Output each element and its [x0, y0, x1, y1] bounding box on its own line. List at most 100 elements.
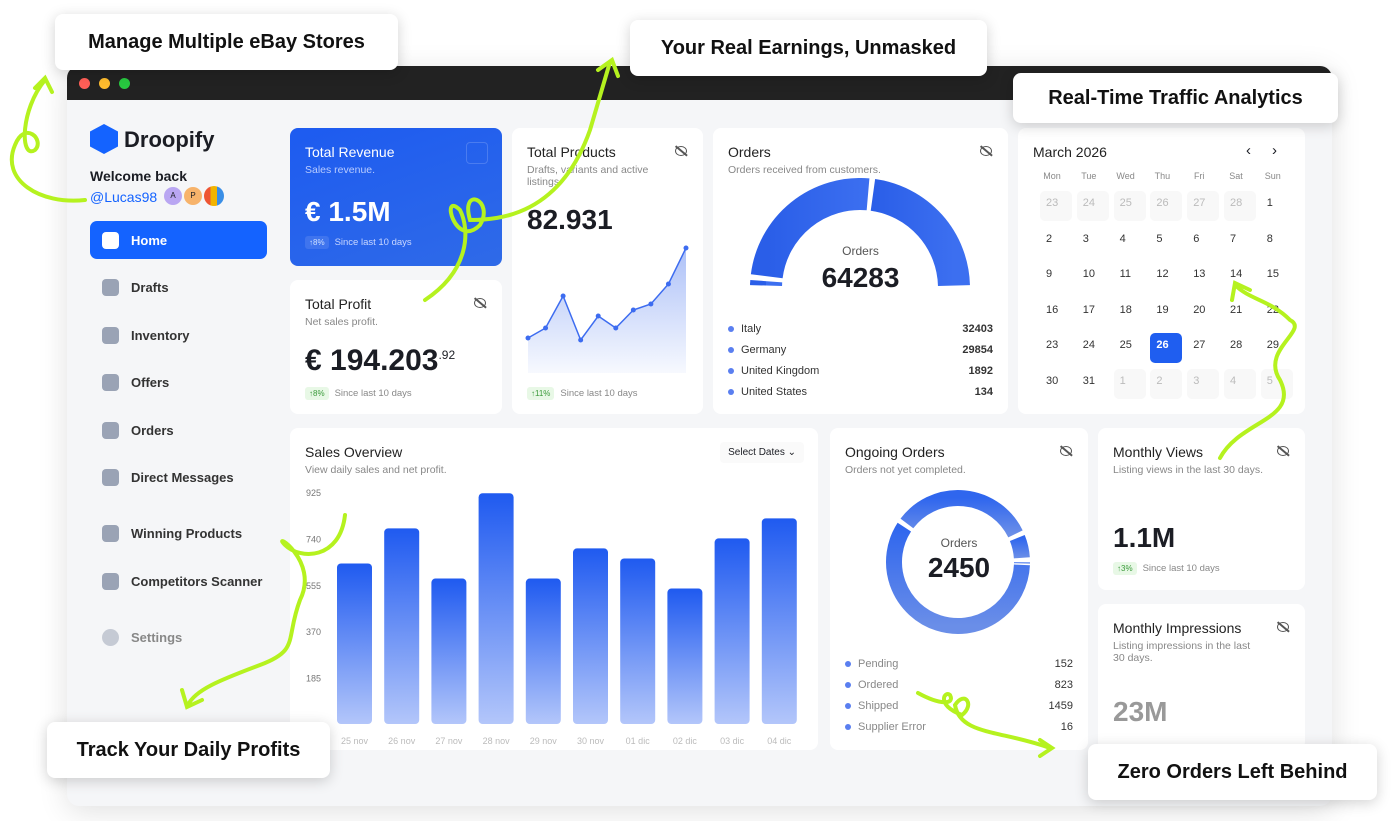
sales-bar[interactable] — [573, 548, 608, 724]
change-badge: ↑8% — [305, 387, 329, 400]
hide-eye-icon[interactable] — [980, 146, 992, 156]
calendar-day[interactable]: 4 — [1113, 226, 1146, 257]
calendar-day[interactable]: 2 — [1040, 226, 1072, 257]
calendar-day[interactable]: 5 — [1150, 226, 1183, 257]
next-month-button[interactable]: › — [1272, 142, 1277, 159]
status-name: Pending — [845, 658, 898, 670]
country-row: Germany 29854 — [728, 344, 993, 356]
gauge-label: Orders — [842, 244, 879, 258]
calendar-day[interactable]: 9 — [1040, 262, 1072, 292]
minimize-window-button[interactable] — [99, 78, 110, 89]
select-dates-dropdown[interactable]: Select Dates ⌄ — [720, 442, 804, 463]
calendar-day[interactable]: 25 — [1113, 333, 1146, 363]
calendar-day[interactable]: 3 — [1076, 226, 1109, 257]
sidebar-item-label: Orders — [131, 422, 174, 438]
hide-eye-icon[interactable] — [1060, 446, 1072, 456]
sales-bar[interactable] — [620, 558, 656, 724]
calendar-month: March 2026 — [1033, 144, 1107, 160]
calendar-day[interactable]: 1 — [1260, 191, 1293, 221]
calendar-day[interactable]: 29 — [1260, 333, 1293, 363]
calendar-day[interactable]: 27 — [1187, 333, 1220, 363]
status-row: Shipped 1459 — [845, 700, 1073, 712]
calendar-day[interactable]: 7 — [1224, 226, 1256, 257]
sidebar-item-home[interactable]: Home — [90, 221, 267, 259]
calendar-day[interactable]: 17 — [1076, 297, 1109, 328]
calendar-day[interactable]: 11 — [1113, 262, 1146, 292]
sparkline-point — [683, 245, 689, 251]
calendar-day[interactable]: 15 — [1260, 262, 1293, 292]
sidebar-item-competitors-scanner[interactable]: Competitors Scanner — [90, 562, 267, 600]
x-tick-label: 03 dic — [720, 736, 745, 746]
sales-bar[interactable] — [714, 538, 750, 724]
sidebar-item-direct-messages[interactable]: Direct Messages — [90, 458, 267, 496]
calendar-day[interactable]: 8 — [1260, 226, 1293, 257]
hide-eye-icon[interactable] — [1277, 622, 1289, 632]
maximize-window-button[interactable] — [119, 78, 130, 89]
sparkline-point — [560, 293, 566, 299]
calendar-day[interactable]: 31 — [1076, 368, 1109, 399]
calendar-day[interactable]: 26 — [1150, 191, 1183, 221]
calendar-day[interactable]: 22 — [1260, 297, 1293, 328]
views-value: 1.1M — [1113, 522, 1176, 553]
calendar-day[interactable]: 27 — [1187, 191, 1220, 221]
calendar-day[interactable]: 28 — [1224, 333, 1256, 363]
sales-bar[interactable] — [761, 518, 797, 724]
card-title: Orders — [728, 144, 771, 160]
sales-bar[interactable] — [478, 493, 514, 724]
calendar-day[interactable]: 28 — [1224, 191, 1256, 221]
calendar-day[interactable]: 23 — [1040, 191, 1072, 221]
sales-bar[interactable] — [667, 588, 703, 724]
username[interactable]: @Lucas98 — [90, 189, 158, 205]
calendar-day[interactable]: 24 — [1076, 191, 1109, 221]
calendar-day[interactable]: 10 — [1076, 262, 1109, 292]
sidebar-item-winning-products[interactable]: Winning Products — [90, 514, 267, 552]
sidebar-item-inventory[interactable]: Inventory — [90, 316, 267, 354]
sparkline-point — [613, 325, 619, 331]
calendar-day[interactable]: 3 — [1187, 368, 1220, 399]
sidebar-item-orders[interactable]: Orders — [90, 411, 267, 449]
calendar-day[interactable]: 13 — [1187, 262, 1220, 292]
ongoing-total: 2450 — [927, 552, 991, 583]
calendar-day[interactable]: 1 — [1113, 368, 1146, 399]
callout-stores: Manage Multiple eBay Stores — [55, 14, 398, 70]
x-tick-label: 28 nov — [483, 736, 511, 746]
sales-bar[interactable] — [384, 528, 420, 724]
calendar-day[interactable]: 20 — [1187, 297, 1220, 328]
calendar-day[interactable]: 4 — [1224, 368, 1256, 399]
hide-value-button[interactable] — [466, 142, 488, 164]
store-avatar[interactable]: A — [164, 187, 182, 205]
sidebar-item-offers[interactable]: Offers — [90, 363, 267, 401]
sidebar-item-label: Competitors Scanner — [131, 573, 263, 589]
card-subtitle: Listing impressions in the last 30 days. — [1113, 640, 1251, 664]
prev-month-button[interactable]: ‹ — [1246, 142, 1251, 159]
weekday-label: Sat — [1229, 171, 1243, 181]
calendar-day[interactable]: 30 — [1040, 368, 1072, 399]
briefcase-icon — [102, 326, 119, 344]
calendar-day[interactable]: 12 — [1150, 262, 1183, 292]
calendar-day[interactable]: 14 — [1224, 262, 1256, 292]
calendar-day[interactable]: 2 — [1150, 368, 1183, 399]
close-window-button[interactable] — [79, 78, 90, 89]
hide-eye-icon[interactable] — [675, 146, 687, 156]
calendar-day[interactable]: 16 — [1040, 297, 1072, 328]
calendar-day[interactable]: 19 — [1150, 297, 1183, 328]
calendar-day[interactable]: 26 — [1150, 333, 1183, 363]
calendar-day[interactable]: 6 — [1187, 226, 1220, 257]
change-badge: ↑3% — [1113, 562, 1137, 575]
store-avatar[interactable]: P — [184, 187, 202, 205]
calendar-day[interactable]: 18 — [1113, 297, 1146, 328]
status-row: Pending 152 — [845, 658, 1073, 670]
sales-bar[interactable] — [525, 578, 561, 724]
hide-eye-icon[interactable] — [1277, 446, 1289, 456]
sales-bar[interactable] — [337, 563, 372, 724]
calendar-day[interactable]: 23 — [1040, 333, 1072, 363]
sales-bar[interactable] — [431, 578, 467, 724]
calendar-day[interactable]: 25 — [1113, 191, 1146, 221]
store-avatar[interactable] — [204, 186, 224, 206]
sidebar-item-drafts[interactable]: Drafts — [90, 268, 267, 306]
sidebar-item-settings[interactable]: Settings — [90, 618, 267, 656]
calendar-day[interactable]: 24 — [1076, 333, 1109, 363]
calendar-day[interactable]: 21 — [1224, 297, 1256, 328]
hide-eye-icon[interactable] — [474, 298, 486, 308]
calendar-day[interactable]: 5 — [1260, 368, 1293, 399]
